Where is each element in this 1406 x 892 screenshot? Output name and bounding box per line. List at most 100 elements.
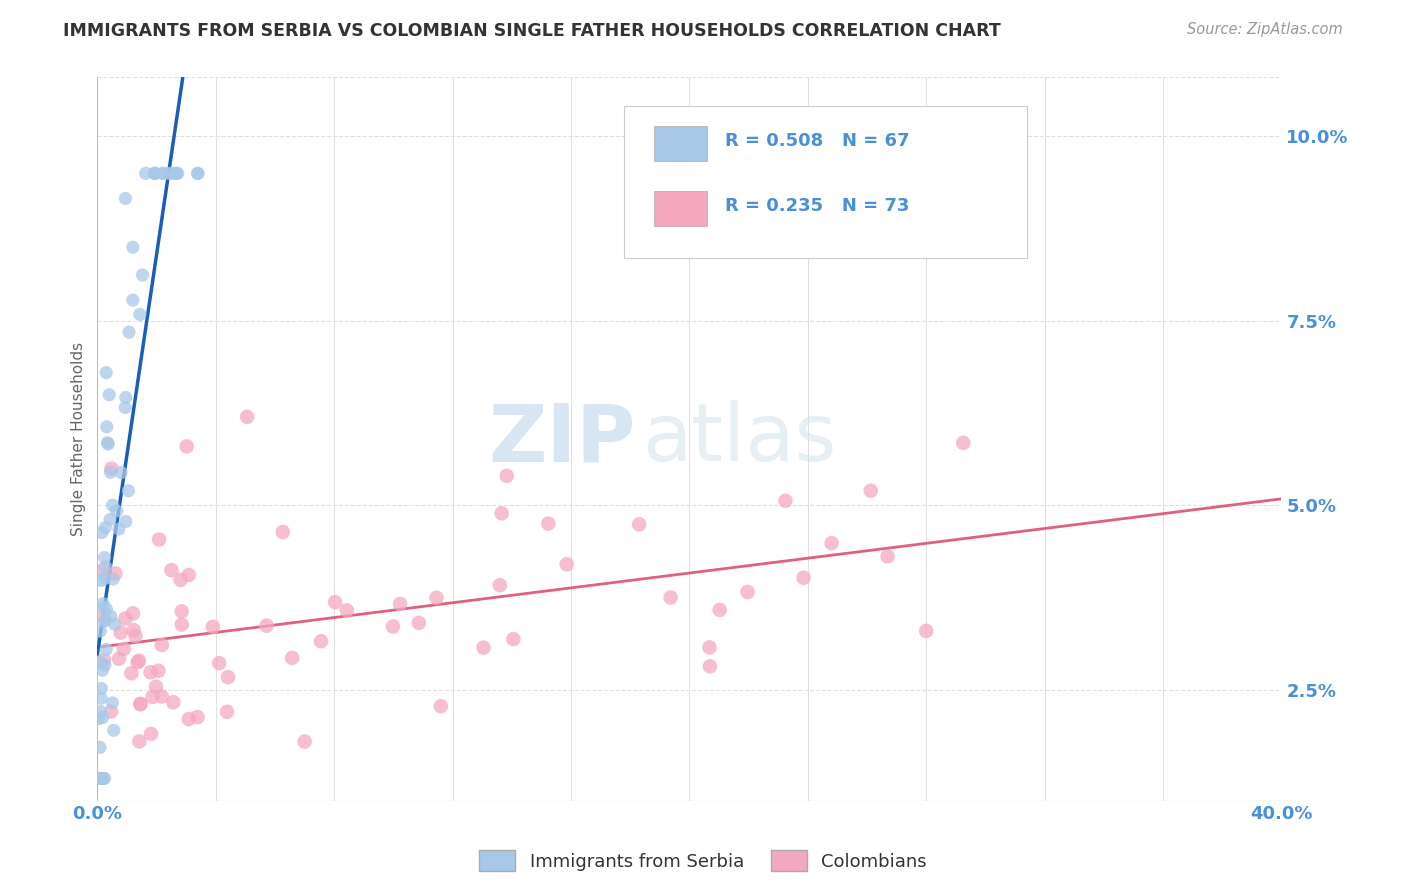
- Point: [294, 734, 316, 748]
- Point: [176, 439, 198, 453]
- Point: [135, 166, 157, 180]
- Point: [699, 640, 721, 655]
- Point: [89, 740, 111, 755]
- Point: [118, 325, 141, 339]
- Point: [129, 698, 152, 712]
- Point: [150, 690, 173, 704]
- Point: [114, 401, 136, 415]
- Point: [201, 620, 224, 634]
- Point: [96, 602, 118, 616]
- Text: R = 0.235   N = 73: R = 0.235 N = 73: [725, 197, 910, 215]
- Point: [186, 710, 208, 724]
- Point: [89, 705, 111, 719]
- Point: [256, 618, 278, 632]
- Point: [89, 624, 111, 638]
- Point: [139, 665, 162, 680]
- Point: [128, 734, 150, 748]
- Point: [121, 293, 143, 307]
- Point: [169, 573, 191, 587]
- Point: [114, 191, 136, 205]
- Point: [91, 772, 114, 786]
- Point: [236, 409, 259, 424]
- Point: [93, 772, 115, 786]
- Point: [217, 705, 239, 719]
- Point: [139, 727, 162, 741]
- Point: [793, 571, 815, 585]
- Point: [148, 533, 170, 547]
- Point: [112, 642, 135, 657]
- Point: [105, 504, 128, 518]
- Point: [186, 166, 208, 180]
- Point: [93, 550, 115, 565]
- Point: [143, 166, 166, 180]
- Point: [381, 619, 404, 633]
- Point: [491, 506, 513, 520]
- Point: [217, 670, 239, 684]
- Point: [537, 516, 560, 531]
- Point: [472, 640, 495, 655]
- Point: [160, 166, 183, 180]
- Legend: Immigrants from Serbia, Colombians: Immigrants from Serbia, Colombians: [472, 843, 934, 879]
- Point: [876, 549, 898, 564]
- Point: [152, 166, 174, 180]
- Point: [90, 691, 112, 706]
- Point: [87, 772, 110, 786]
- Point: [94, 571, 117, 585]
- Point: [152, 166, 174, 180]
- Point: [122, 240, 145, 254]
- Point: [502, 632, 524, 646]
- Point: [145, 680, 167, 694]
- Point: [94, 559, 117, 574]
- Point: [129, 697, 152, 711]
- Point: [108, 522, 131, 536]
- Point: [124, 629, 146, 643]
- Point: [915, 624, 938, 638]
- Point: [709, 603, 731, 617]
- Point: [100, 465, 122, 479]
- Point: [142, 690, 165, 704]
- Point: [208, 656, 231, 670]
- Point: [110, 625, 132, 640]
- Point: [495, 468, 517, 483]
- Point: [177, 568, 200, 582]
- Point: [89, 655, 111, 669]
- Point: [170, 617, 193, 632]
- Point: [100, 705, 122, 719]
- Point: [425, 591, 447, 605]
- Point: [488, 578, 510, 592]
- Point: [91, 710, 114, 724]
- Point: [737, 585, 759, 599]
- Point: [127, 655, 149, 669]
- Point: [114, 611, 136, 625]
- Point: [96, 366, 118, 380]
- Point: [699, 659, 721, 673]
- Point: [103, 723, 125, 738]
- Point: [93, 653, 115, 667]
- Point: [117, 483, 139, 498]
- Point: [165, 166, 187, 180]
- Point: [94, 613, 117, 627]
- Text: Source: ZipAtlas.com: Source: ZipAtlas.com: [1187, 22, 1343, 37]
- Point: [628, 517, 651, 532]
- Point: [94, 642, 117, 657]
- Point: [101, 498, 124, 512]
- Point: [281, 651, 304, 665]
- Point: [122, 623, 145, 637]
- Point: [93, 600, 115, 615]
- Point: [120, 666, 142, 681]
- Point: [148, 664, 170, 678]
- Point: [157, 166, 180, 180]
- Point: [93, 614, 115, 628]
- Point: [91, 663, 114, 677]
- Point: [555, 558, 578, 572]
- Point: [166, 166, 188, 180]
- Text: R = 0.508   N = 67: R = 0.508 N = 67: [725, 132, 910, 150]
- Point: [110, 466, 132, 480]
- Point: [408, 615, 430, 630]
- Point: [96, 435, 118, 450]
- Point: [98, 512, 121, 526]
- Point: [323, 595, 346, 609]
- Point: [131, 268, 153, 282]
- Point: [98, 388, 121, 402]
- Point: [91, 772, 114, 786]
